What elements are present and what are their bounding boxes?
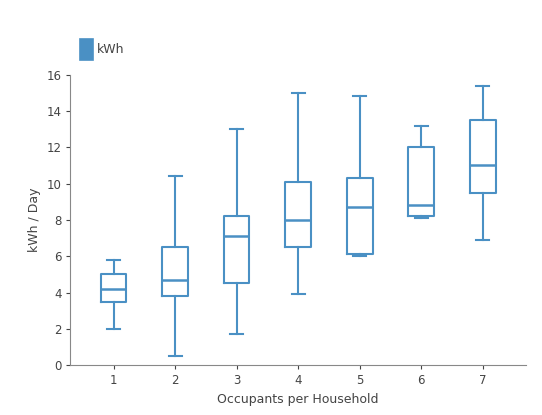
X-axis label: Occupants per Household: Occupants per Household [217,393,379,406]
Text: kWh: kWh [96,43,124,56]
Y-axis label: kWh / Day: kWh / Day [28,188,41,252]
